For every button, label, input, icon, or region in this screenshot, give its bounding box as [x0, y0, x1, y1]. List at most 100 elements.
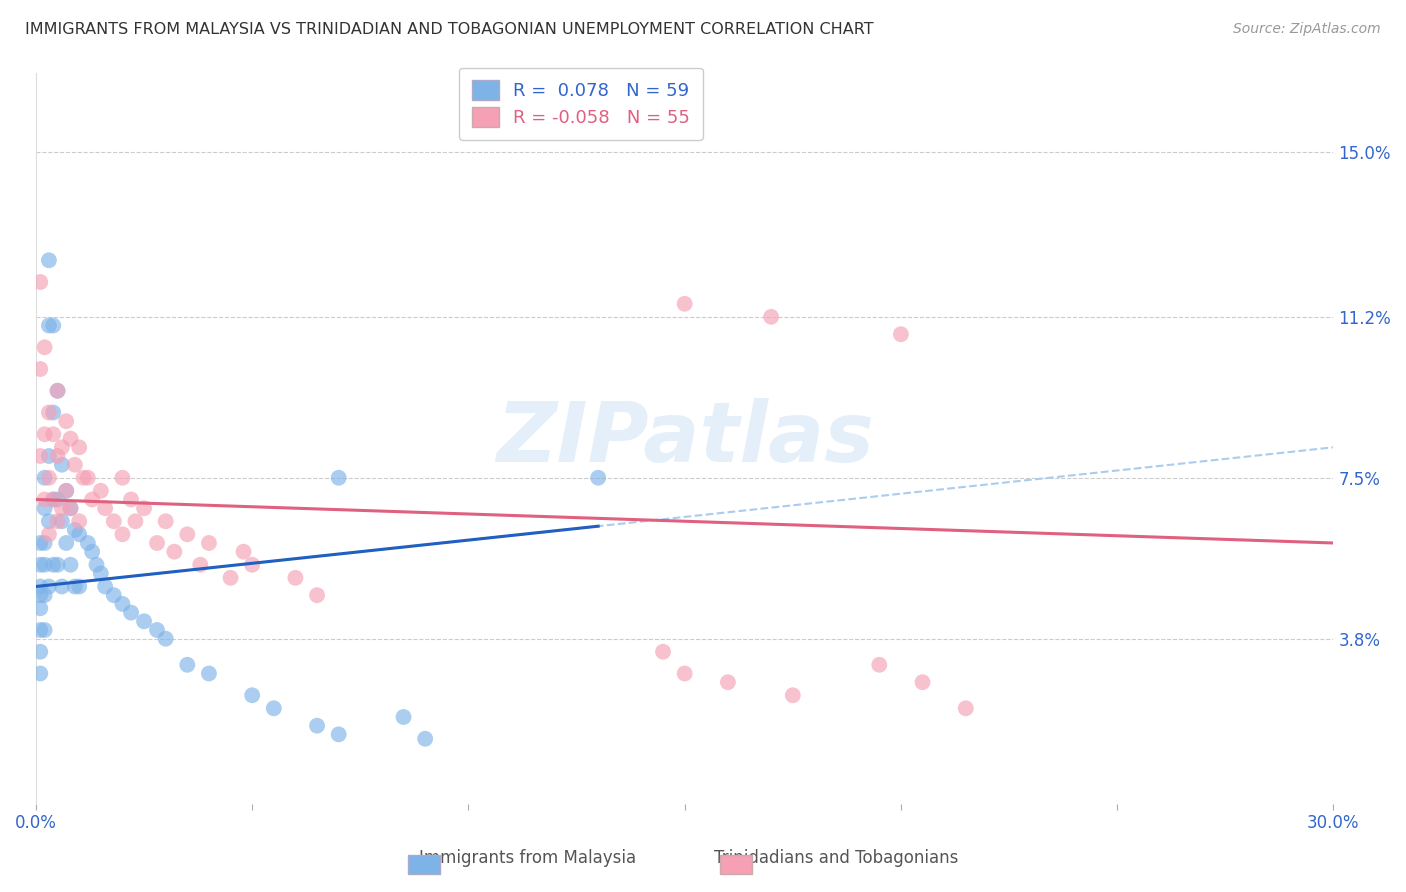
- Point: [30, 580, 52, 594]
- Point: [111, 597, 134, 611]
- Point: [30, 558, 52, 572]
- Legend: R =  0.078   N = 59, R = -0.058   N = 55: R = 0.078 N = 59, R = -0.058 N = 55: [458, 68, 703, 140]
- Point: [59, 432, 82, 446]
- Point: [63, 458, 86, 472]
- Point: [63, 580, 86, 594]
- Point: [34, 340, 56, 354]
- Point: [34, 471, 56, 485]
- Point: [111, 471, 134, 485]
- Point: [38, 318, 60, 333]
- Point: [34, 558, 56, 572]
- Point: [30, 275, 52, 289]
- Point: [94, 501, 117, 516]
- Point: [55, 414, 77, 428]
- Point: [284, 571, 307, 585]
- Point: [120, 492, 142, 507]
- Point: [717, 675, 740, 690]
- Point: [392, 710, 415, 724]
- Text: ZIPatlas: ZIPatlas: [496, 398, 873, 479]
- Point: [55, 483, 77, 498]
- Point: [59, 558, 82, 572]
- Point: [67, 580, 90, 594]
- Text: Immigrants from Malaysia: Immigrants from Malaysia: [419, 849, 636, 867]
- Point: [34, 623, 56, 637]
- Point: [42, 492, 65, 507]
- Point: [305, 588, 328, 602]
- Point: [30, 362, 52, 376]
- Text: Source: ZipAtlas.com: Source: ZipAtlas.com: [1233, 22, 1381, 37]
- Point: [46, 558, 69, 572]
- Point: [34, 536, 56, 550]
- Point: [124, 514, 146, 528]
- Point: [34, 588, 56, 602]
- Point: [38, 449, 60, 463]
- Point: [155, 632, 177, 646]
- Point: [76, 536, 98, 550]
- Point: [219, 571, 242, 585]
- Point: [198, 536, 221, 550]
- Point: [38, 514, 60, 528]
- Point: [413, 731, 436, 746]
- Point: [586, 471, 609, 485]
- Point: [42, 558, 65, 572]
- Point: [103, 588, 125, 602]
- Point: [30, 623, 52, 637]
- Point: [34, 501, 56, 516]
- Point: [232, 544, 254, 558]
- Point: [82, 544, 104, 558]
- Point: [42, 492, 65, 507]
- Point: [120, 606, 142, 620]
- Point: [38, 471, 60, 485]
- Point: [163, 544, 186, 558]
- Point: [67, 514, 90, 528]
- Point: [890, 327, 912, 342]
- Point: [76, 471, 98, 485]
- Point: [652, 645, 675, 659]
- Point: [146, 536, 169, 550]
- Point: [328, 471, 350, 485]
- Point: [67, 527, 90, 541]
- Point: [955, 701, 977, 715]
- Point: [155, 514, 177, 528]
- Point: [111, 527, 134, 541]
- Point: [51, 458, 73, 472]
- Point: [46, 449, 69, 463]
- Point: [198, 666, 221, 681]
- Point: [188, 558, 211, 572]
- Point: [38, 253, 60, 268]
- Point: [55, 536, 77, 550]
- Point: [59, 501, 82, 516]
- Point: [263, 701, 285, 715]
- Point: [30, 588, 52, 602]
- Point: [38, 580, 60, 594]
- Point: [51, 514, 73, 528]
- Point: [82, 492, 104, 507]
- Point: [38, 405, 60, 419]
- Point: [46, 384, 69, 398]
- Point: [42, 405, 65, 419]
- Text: IMMIGRANTS FROM MALAYSIA VS TRINIDADIAN AND TOBAGONIAN UNEMPLOYMENT CORRELATION : IMMIGRANTS FROM MALAYSIA VS TRINIDADIAN …: [25, 22, 875, 37]
- Point: [34, 492, 56, 507]
- Point: [42, 427, 65, 442]
- Point: [305, 719, 328, 733]
- Point: [176, 527, 198, 541]
- Point: [46, 384, 69, 398]
- Point: [132, 501, 155, 516]
- Point: [782, 688, 804, 702]
- Point: [30, 666, 52, 681]
- Point: [30, 449, 52, 463]
- Point: [30, 536, 52, 550]
- Point: [51, 440, 73, 454]
- Point: [30, 645, 52, 659]
- Point: [30, 601, 52, 615]
- Point: [673, 297, 696, 311]
- Point: [868, 657, 890, 672]
- Point: [51, 501, 73, 516]
- Text: Trinidadians and Tobagonians: Trinidadians and Tobagonians: [714, 849, 959, 867]
- Point: [34, 427, 56, 442]
- Point: [673, 666, 696, 681]
- Point: [103, 514, 125, 528]
- Point: [46, 514, 69, 528]
- Point: [86, 558, 108, 572]
- Point: [67, 440, 90, 454]
